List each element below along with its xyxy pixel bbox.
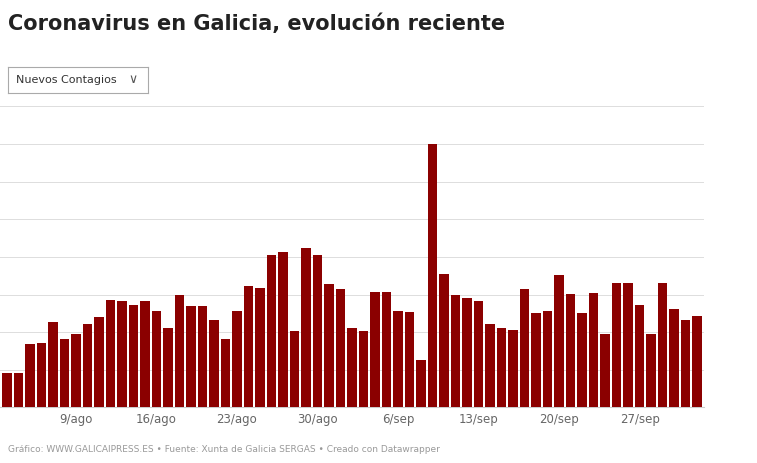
Bar bbox=[129, 305, 139, 407]
Bar bbox=[554, 275, 564, 407]
Bar bbox=[565, 294, 575, 407]
Bar bbox=[209, 320, 219, 407]
Bar bbox=[669, 309, 679, 407]
Bar bbox=[25, 344, 35, 407]
Bar bbox=[117, 301, 127, 407]
Bar bbox=[531, 313, 541, 407]
Bar bbox=[140, 301, 150, 407]
Bar bbox=[623, 282, 633, 407]
Bar bbox=[186, 306, 196, 407]
Bar bbox=[589, 293, 599, 407]
Bar bbox=[48, 322, 58, 407]
Bar bbox=[646, 334, 656, 407]
Bar bbox=[266, 256, 276, 407]
Bar bbox=[244, 286, 254, 407]
Text: Nuevos Contagios: Nuevos Contagios bbox=[16, 75, 117, 85]
Bar bbox=[313, 256, 322, 407]
Bar bbox=[497, 328, 506, 407]
Bar bbox=[428, 144, 438, 407]
Bar bbox=[485, 324, 495, 407]
Bar bbox=[83, 324, 92, 407]
Bar bbox=[36, 344, 46, 407]
Text: ∨: ∨ bbox=[129, 73, 138, 87]
Bar bbox=[577, 313, 587, 407]
Bar bbox=[175, 294, 185, 407]
Bar bbox=[324, 284, 334, 407]
Bar bbox=[463, 298, 472, 407]
Bar bbox=[634, 305, 644, 407]
Bar bbox=[278, 252, 288, 407]
Bar bbox=[382, 292, 391, 407]
Bar bbox=[370, 292, 380, 407]
Text: Gráfico: WWW.GALICAIPRESS.ES • Fuente: Xunta de Galicia SERGAS • Creado con Data: Gráfico: WWW.GALICAIPRESS.ES • Fuente: X… bbox=[8, 445, 440, 454]
Bar bbox=[600, 334, 610, 407]
Bar bbox=[658, 282, 668, 407]
Bar bbox=[450, 295, 460, 407]
Bar bbox=[474, 301, 484, 407]
Bar bbox=[2, 373, 12, 407]
Bar bbox=[347, 328, 357, 407]
Bar bbox=[405, 312, 414, 407]
Bar bbox=[71, 334, 81, 407]
Bar bbox=[508, 330, 518, 407]
Bar bbox=[301, 248, 311, 407]
Bar bbox=[290, 331, 299, 407]
Bar bbox=[681, 320, 690, 407]
Bar bbox=[439, 274, 449, 407]
Bar bbox=[612, 282, 621, 407]
Bar bbox=[335, 289, 345, 407]
Bar bbox=[255, 288, 265, 407]
Bar bbox=[151, 311, 161, 407]
Bar bbox=[359, 332, 369, 407]
Bar bbox=[543, 311, 553, 407]
Bar bbox=[60, 339, 70, 407]
Bar bbox=[220, 339, 230, 407]
Bar bbox=[692, 316, 702, 407]
Bar bbox=[519, 288, 529, 407]
Bar bbox=[14, 373, 23, 407]
Bar bbox=[94, 317, 104, 407]
Bar bbox=[198, 306, 207, 407]
Bar bbox=[393, 311, 403, 407]
Bar bbox=[105, 300, 115, 407]
Bar bbox=[232, 311, 241, 407]
Bar bbox=[163, 328, 173, 407]
Bar bbox=[416, 360, 426, 407]
Text: Coronavirus en Galicia, evolución reciente: Coronavirus en Galicia, evolución recien… bbox=[8, 14, 505, 34]
